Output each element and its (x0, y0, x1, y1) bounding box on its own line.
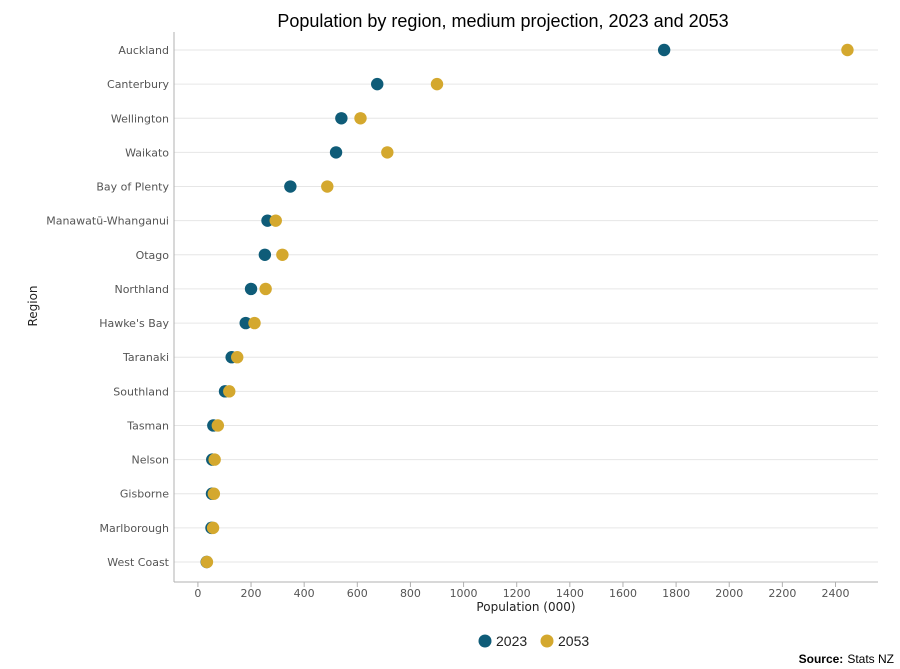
x-tick-label-2400: 2400 (821, 587, 849, 600)
y-tick-label-marlborough: Marlborough (100, 522, 169, 535)
data-points (200, 43, 854, 569)
point-2023-hawke-s-bay (239, 316, 252, 330)
x-tick-label-1800: 1800 (662, 587, 690, 600)
y-tick-label-otago: Otago (136, 249, 170, 262)
x-tick-label-1600: 1600 (609, 587, 637, 600)
x-tick-label-600: 600 (347, 587, 368, 600)
y-tick-label-canterbury: Canterbury (107, 78, 169, 91)
point-2053-tasman (211, 419, 225, 432)
x-axis-tick-labels: 0 200 400 600 800 1000 1200 1400 1600 1800 2000 220… (194, 582, 849, 600)
legend-swatch-2023 (478, 634, 492, 648)
y-tick-label-tasman: Tasman (126, 419, 169, 432)
point-2053-auckland (841, 43, 854, 57)
point-2023-otago (258, 248, 272, 261)
point-2053-northland (259, 282, 272, 296)
point-2053-hawke-s-bay (248, 316, 261, 330)
point-2053-marlborough (206, 521, 220, 535)
chart-title: Population by region, medium projection,… (277, 11, 728, 31)
x-tick-label-1000: 1000 (450, 587, 478, 600)
y-axis-tick-labels: Auckland Canterbury Wellington Waikato Bay o… (46, 44, 169, 569)
x-tick-label-2000: 2000 (715, 587, 743, 600)
x-tick-label-200: 200 (241, 587, 262, 600)
point-2053-taranaki (231, 351, 244, 364)
y-tick-label-northland: Northland (114, 283, 169, 296)
source-value: Stats NZ (847, 652, 894, 666)
x-tick-label-400: 400 (294, 587, 315, 600)
point-2023-auckland (657, 43, 671, 57)
x-tick-label-0: 0 (194, 587, 201, 600)
legend-label-2023: 2023 (496, 633, 527, 649)
x-axis-title: Population (000) (476, 600, 575, 614)
x-tick-label-800: 800 (400, 587, 421, 600)
point-2053-wellington (354, 112, 367, 125)
point-2053-waikato (381, 146, 394, 159)
y-axis-title: Region (26, 285, 40, 326)
legend-label-2053: 2053 (558, 633, 589, 649)
y-tick-label-waikato: Waikato (125, 146, 169, 159)
point-2023-northland (244, 282, 258, 296)
y-tick-label-nelson: Nelson (132, 454, 170, 467)
source-label: Source: (799, 652, 844, 666)
point-2053-gisborne (207, 487, 221, 500)
legend: 2023 2053 (478, 633, 589, 649)
point-2053-southland (223, 385, 236, 398)
point-2053-manawatu-whanganui (269, 214, 282, 227)
y-tick-label-auckland: Auckland (118, 44, 169, 57)
source-credit: Source: Stats NZ (799, 652, 894, 666)
y-tick-label-west-coast: West Coast (107, 556, 169, 569)
point-2023-canterbury (371, 77, 384, 91)
y-tick-label-hawke-s-bay: Hawke's Bay (99, 317, 169, 330)
y-tick-label-southland: Southland (113, 385, 169, 398)
gridlines (174, 49, 878, 563)
y-tick-label-bay-of-plenty: Bay of Plenty (96, 181, 169, 194)
y-tick-label-taranaki: Taranaki (122, 351, 169, 364)
y-tick-label-gisborne: Gisborne (120, 488, 169, 501)
legend-swatch-2053 (540, 634, 554, 648)
point-2053-bay-of-plenty (321, 180, 334, 193)
point-2053-canterbury (430, 77, 444, 91)
x-tick-label-1400: 1400 (556, 587, 584, 600)
point-2053-nelson (208, 453, 221, 466)
x-tick-label-2200: 2200 (768, 587, 796, 600)
point-2053-west-coast (200, 555, 214, 569)
y-tick-label-manawatu-whanganui: Manawatū-Whanganui (46, 215, 169, 228)
x-tick-label-1200: 1200 (503, 587, 531, 600)
point-2023-bay-of-plenty (284, 180, 297, 193)
point-2053-otago (276, 248, 289, 261)
point-2023-wellington (335, 112, 348, 125)
point-2023-waikato (329, 146, 343, 159)
y-tick-label-wellington: Wellington (111, 112, 169, 125)
